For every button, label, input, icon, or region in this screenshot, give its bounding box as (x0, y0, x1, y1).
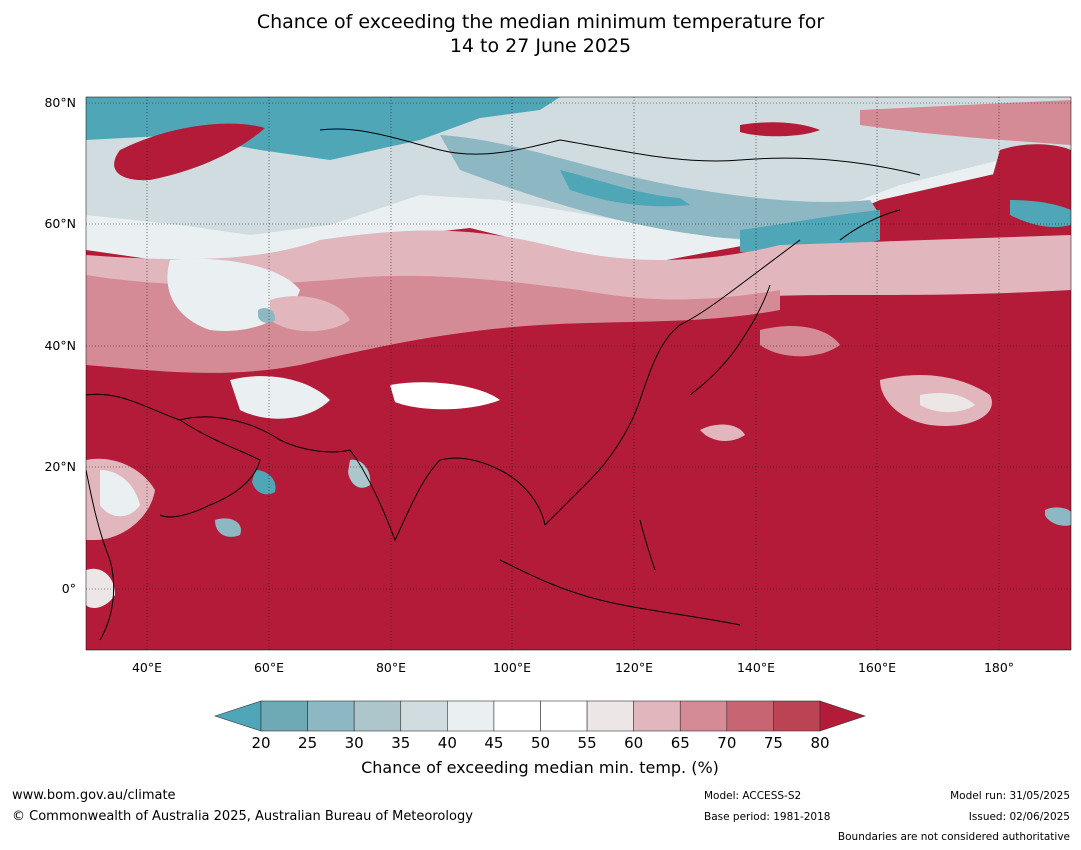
title-line-1: Chance of exceeding the median minimum t… (256, 11, 825, 33)
lon-label-160e: 160°E (857, 660, 896, 675)
colorbar-tick-label: 50 (531, 734, 550, 752)
colorbar-segment (307, 700, 355, 732)
graticule (86, 97, 1071, 650)
footer-model: Model: ACCESS-S2 (704, 790, 802, 802)
lon-label-60e: 60°E (253, 660, 285, 675)
footer-copyright: © Commonwealth of Australia 2025, Austra… (12, 809, 473, 824)
colorbar-segment (493, 700, 541, 732)
map-frame (85, 96, 1072, 651)
coastlines (86, 128, 921, 641)
lon-label-180: 180° (983, 660, 1015, 675)
lat-label-20n: 20°N (44, 459, 76, 474)
colorbar-tick-label: 25 (298, 734, 317, 752)
colorbar-segment (540, 700, 588, 732)
probability-field (86, 97, 1071, 608)
lon-label-120e: 120°E (614, 660, 653, 675)
colorbar-title: Chance of exceeding median min. temp. (%… (361, 758, 719, 777)
colorbar-under-arrow (214, 700, 262, 732)
footer-boundaries: Boundaries are not considered authoritat… (837, 831, 1070, 843)
map-title: Chance of exceeding the median minimum t… (0, 10, 1081, 58)
lon-label-80e: 80°E (375, 660, 407, 675)
colorbar-segment (586, 700, 634, 732)
colorbar-tick-label: 60 (624, 734, 643, 752)
footer-model-run: Model run: 31/05/2025 (950, 790, 1070, 802)
footer-base-period: Base period: 1981-2018 (704, 811, 831, 823)
colorbar-over-arrow (819, 700, 866, 732)
footer-url: www.bom.gov.au/climate (12, 788, 176, 803)
colorbar-segment (400, 700, 448, 732)
colorbar-tick-label: 70 (717, 734, 736, 752)
lon-label-100e: 100°E (492, 660, 531, 675)
lon-label-140e: 140°E (736, 660, 775, 675)
colorbar-segment (353, 700, 402, 732)
lat-label-0: 0° (61, 581, 76, 596)
colorbar-tick-label: 55 (578, 734, 597, 752)
lat-label-80n: 80°N (44, 95, 76, 110)
colorbar-tick-label: 80 (810, 734, 829, 752)
colorbar-tick-label: 35 (391, 734, 410, 752)
title-line-2: 14 to 27 June 2025 (449, 35, 632, 57)
footer-issued: Issued: 02/06/2025 (968, 811, 1070, 823)
colorbar-segment (726, 700, 774, 732)
colorbar: 20 25 30 35 40 45 50 55 60 65 70 75 80 (214, 700, 866, 752)
colorbar-tick-label: 20 (251, 734, 270, 752)
lon-label-40e: 40°E (131, 660, 163, 675)
colorbar-tick-label: 75 (764, 734, 783, 752)
colorbar-segment (679, 700, 728, 732)
colorbar-segment (260, 700, 308, 732)
colorbar-tick-label: 40 (438, 734, 457, 752)
colorbar-segment (633, 700, 681, 732)
colorbar-tick-label: 45 (484, 734, 503, 752)
colorbar-segment (447, 700, 495, 732)
colorbar-tick-label: 65 (671, 734, 690, 752)
colorbar-segment (773, 700, 821, 732)
lat-label-60n: 60°N (44, 216, 76, 231)
lat-label-40n: 40°N (44, 338, 76, 353)
colorbar-tick-label: 30 (345, 734, 364, 752)
